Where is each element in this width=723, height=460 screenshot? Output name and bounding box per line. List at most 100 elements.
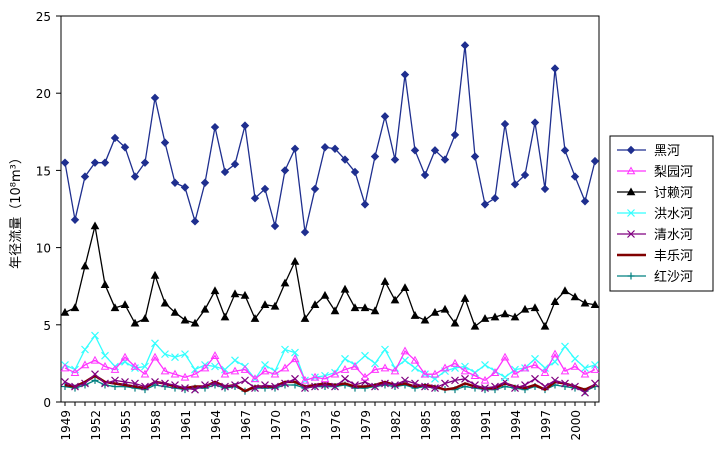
series-point bbox=[160, 138, 170, 147]
series-point bbox=[430, 146, 440, 155]
series-point bbox=[181, 350, 189, 359]
series-洪水河 bbox=[61, 331, 599, 385]
series-point bbox=[380, 277, 390, 285]
series-point bbox=[300, 227, 310, 237]
series-point bbox=[261, 381, 269, 389]
series-point bbox=[471, 381, 479, 389]
series-point bbox=[431, 384, 439, 393]
series-point bbox=[351, 381, 359, 389]
legend-label: 丰乐河 bbox=[654, 249, 693, 264]
series-point bbox=[330, 369, 340, 378]
series-point bbox=[251, 384, 259, 393]
series-point bbox=[311, 382, 319, 391]
series-point bbox=[480, 314, 490, 322]
series-point bbox=[570, 172, 580, 181]
series-point bbox=[371, 359, 379, 368]
series-point bbox=[460, 41, 470, 50]
series-point bbox=[627, 209, 635, 217]
series-point bbox=[160, 366, 170, 375]
series-point bbox=[291, 374, 299, 383]
series-point bbox=[410, 146, 420, 155]
series-point bbox=[180, 372, 190, 381]
series-point bbox=[301, 384, 309, 393]
x-tick-label: 1952 bbox=[89, 410, 103, 441]
series-point bbox=[360, 372, 370, 381]
series-point bbox=[210, 351, 220, 359]
series-point bbox=[171, 381, 179, 389]
series-point bbox=[511, 365, 519, 374]
series-清水河 bbox=[61, 370, 599, 397]
x-tick-label: 1988 bbox=[449, 410, 463, 441]
series-point bbox=[330, 144, 340, 153]
series-point bbox=[150, 93, 160, 103]
series-point bbox=[520, 363, 530, 372]
series-point bbox=[500, 119, 510, 129]
series-point bbox=[281, 379, 289, 388]
series-point bbox=[220, 369, 230, 378]
series-point bbox=[470, 152, 480, 161]
series-point bbox=[501, 373, 509, 382]
series-point bbox=[231, 381, 239, 389]
series-point bbox=[560, 146, 570, 155]
series-point bbox=[550, 297, 560, 305]
series-point bbox=[80, 360, 90, 369]
series-point bbox=[550, 349, 560, 358]
series-point bbox=[141, 382, 149, 391]
series-point bbox=[421, 382, 429, 391]
legend-item: 红沙河 bbox=[617, 269, 693, 285]
legend-label: 梨园河 bbox=[654, 165, 693, 180]
series-point bbox=[91, 376, 99, 384]
series-point bbox=[131, 364, 139, 372]
series-point bbox=[70, 368, 80, 376]
series-layer bbox=[60, 41, 600, 397]
series-point bbox=[341, 354, 349, 363]
series-point bbox=[540, 368, 550, 376]
series-point bbox=[110, 133, 120, 143]
series-point bbox=[241, 376, 249, 385]
legend-item: 洪水河 bbox=[617, 207, 693, 222]
series-point bbox=[420, 315, 430, 324]
series-point bbox=[550, 64, 560, 73]
series-point bbox=[510, 180, 520, 189]
series-point bbox=[350, 361, 360, 370]
y-tick-label: 10 bbox=[36, 242, 51, 256]
series-point bbox=[431, 374, 439, 383]
series-point bbox=[530, 360, 540, 369]
series-point bbox=[170, 178, 180, 187]
series-point bbox=[171, 353, 179, 362]
series-point bbox=[450, 130, 460, 140]
series-point bbox=[211, 362, 219, 371]
legend-item: 丰乐河 bbox=[617, 249, 693, 264]
series-point bbox=[391, 381, 399, 389]
series-point bbox=[420, 170, 430, 180]
series-point bbox=[231, 356, 239, 365]
series-point bbox=[440, 155, 450, 164]
series-point bbox=[500, 352, 510, 361]
series-point bbox=[540, 321, 550, 330]
legend-label: 洪水河 bbox=[654, 207, 693, 222]
series-point bbox=[221, 365, 229, 374]
series-point bbox=[80, 172, 90, 181]
series-point bbox=[340, 365, 350, 373]
series-point bbox=[440, 304, 450, 313]
x-tick-label: 1955 bbox=[119, 410, 133, 441]
series-point bbox=[521, 381, 529, 389]
series-point bbox=[626, 145, 636, 155]
series-point bbox=[460, 294, 470, 302]
series-point bbox=[150, 352, 160, 361]
series-point bbox=[150, 270, 160, 279]
series-point bbox=[271, 382, 279, 391]
series-point bbox=[211, 379, 219, 388]
series-point bbox=[121, 378, 129, 386]
series-point bbox=[580, 369, 590, 378]
legend-item: 讨赖河 bbox=[617, 186, 693, 201]
series-point bbox=[510, 312, 520, 321]
series-point bbox=[430, 369, 440, 378]
y-tick-label: 20 bbox=[36, 87, 51, 101]
series-point bbox=[320, 143, 330, 152]
series-point bbox=[140, 314, 150, 322]
series-point bbox=[331, 382, 339, 391]
series-point bbox=[71, 382, 79, 391]
series-point bbox=[560, 286, 570, 295]
series-point bbox=[390, 295, 400, 304]
